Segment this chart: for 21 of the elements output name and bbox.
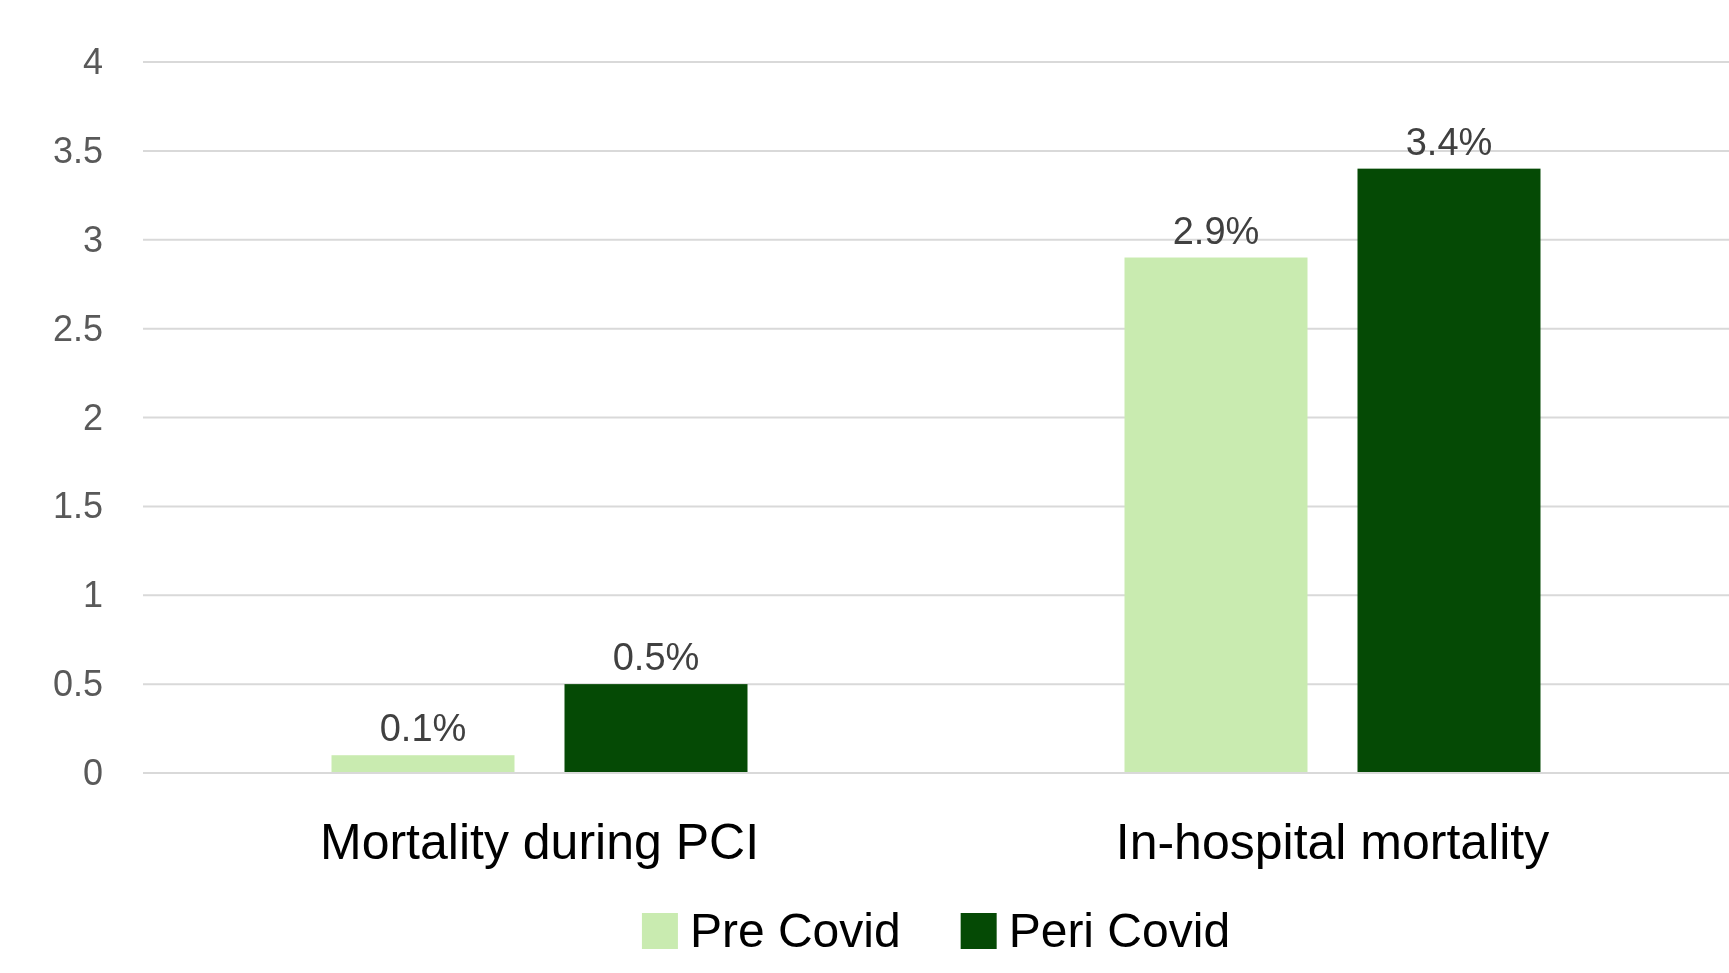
legend-label: Peri Covid xyxy=(1008,904,1231,957)
bar xyxy=(1124,257,1308,773)
data-label: 0.1% xyxy=(379,707,467,750)
bar xyxy=(331,755,515,773)
y-tick-label: 1.5 xyxy=(52,485,103,527)
data-label: 0.5% xyxy=(612,636,700,679)
bar xyxy=(564,684,748,773)
y-tick-label: 4 xyxy=(82,41,103,83)
bar xyxy=(1357,168,1541,773)
y-tick-label: 2 xyxy=(82,396,103,438)
y-tick-label: 0 xyxy=(82,752,103,794)
y-tick-label: 0.5 xyxy=(52,663,103,705)
y-tick-label: 3.5 xyxy=(52,129,103,171)
legend-label: Pre Covid xyxy=(689,904,901,957)
y-tick-label: 3 xyxy=(82,218,103,260)
x-tick-label: In-hospital mortality xyxy=(1115,813,1550,870)
data-label: 3.4% xyxy=(1405,120,1493,163)
y-tick-label: 1 xyxy=(82,574,103,616)
x-tick-label: Mortality during PCI xyxy=(319,813,760,870)
data-label: 2.9% xyxy=(1172,209,1260,252)
y-tick-label: 2.5 xyxy=(52,307,103,349)
